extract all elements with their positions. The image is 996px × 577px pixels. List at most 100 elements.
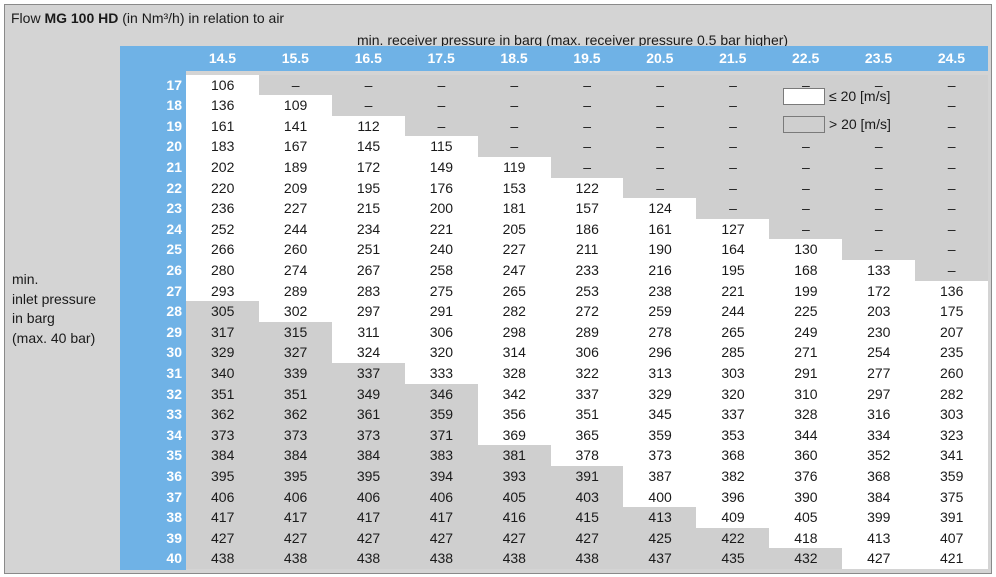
flow-cell: 393 <box>477 465 551 487</box>
flow-cell: 221 <box>404 218 479 240</box>
flow-cell: 141 <box>258 115 333 137</box>
flow-cell: 221 <box>696 280 770 302</box>
flow-cell: 313 <box>623 362 697 384</box>
flow-cell: 406 <box>404 486 479 508</box>
flow-cell: 297 <box>842 383 916 405</box>
flow-cell: 328 <box>477 362 551 384</box>
flow-cell: 122 <box>550 177 624 199</box>
flow-cell: – <box>769 156 843 178</box>
column-header-cell: 20.5 <box>646 50 674 66</box>
flow-cell: 373 <box>331 424 406 446</box>
flow-cell: 421 <box>915 548 989 570</box>
flow-cell: 427 <box>186 527 260 549</box>
flow-cell: 236 <box>186 198 260 220</box>
flow-cell: – <box>915 74 989 96</box>
flow-cell: – <box>404 95 479 117</box>
flow-cell: 285 <box>696 342 770 364</box>
flow-cell: 130 <box>769 239 843 261</box>
flow-cell: 244 <box>696 301 770 323</box>
flow-cell: 349 <box>331 383 406 405</box>
flow-cell: 415 <box>550 507 624 529</box>
flow-cell: 291 <box>404 301 479 323</box>
flow-cell: – <box>769 198 843 220</box>
row-header-cell: 32 <box>166 385 182 402</box>
flow-cell: 416 <box>477 507 551 529</box>
flow-cell: 390 <box>769 486 843 508</box>
row-header-cell: 20 <box>166 138 182 155</box>
flow-cell: 175 <box>915 301 989 323</box>
flow-cell: – <box>331 74 406 96</box>
flow-cell: – <box>842 198 916 220</box>
flow-cell: – <box>623 115 697 137</box>
flow-cell: – <box>915 95 989 117</box>
flow-cell: 289 <box>550 321 624 343</box>
flow-cell: 167 <box>258 136 333 158</box>
flow-cell: 244 <box>258 218 333 240</box>
flow-cell: 384 <box>186 445 260 467</box>
flow-cell: 112 <box>331 115 406 137</box>
flow-cell: 271 <box>769 342 843 364</box>
flow-cell: 400 <box>623 486 697 508</box>
flow-cell: – <box>623 95 697 117</box>
flow-cell: – <box>915 218 989 240</box>
flow-cell: – <box>550 95 624 117</box>
flow-cell: – <box>842 156 916 178</box>
legend-label: ≤ 20 [m/s] <box>829 88 891 104</box>
flow-cell: 395 <box>186 465 260 487</box>
legend-swatch <box>783 88 825 105</box>
flow-cell: – <box>769 136 843 158</box>
flow-cell: 368 <box>696 445 770 467</box>
flow-cell: 289 <box>258 280 333 302</box>
row-header-cell: 37 <box>166 488 182 505</box>
row-header-cell: 22 <box>166 179 182 196</box>
flow-cell: 427 <box>477 527 551 549</box>
flow-cell: – <box>915 239 989 261</box>
flow-cell: – <box>915 156 989 178</box>
flow-cell: 215 <box>331 198 406 220</box>
row-header-cell: 17 <box>166 76 182 93</box>
flow-cell: – <box>915 177 989 199</box>
row-header-line: inlet pressure <box>12 290 97 307</box>
flow-cell: 384 <box>258 445 333 467</box>
flow-cell: 346 <box>404 383 479 405</box>
flow-cell: 323 <box>915 424 989 446</box>
flow-cell: 314 <box>477 342 551 364</box>
flow-cell: 109 <box>258 95 333 117</box>
flow-cell: – <box>477 115 551 137</box>
flow-cell: 409 <box>696 507 770 529</box>
flow-cell: 337 <box>550 383 624 405</box>
flow-cell: 145 <box>331 136 406 158</box>
flow-cell: 305 <box>186 301 260 323</box>
flow-cell: 425 <box>623 527 697 549</box>
column-header-cell: 15.5 <box>281 50 309 66</box>
flow-cell: 277 <box>842 362 916 384</box>
flow-cell: 225 <box>769 301 843 323</box>
flow-cell: 265 <box>696 321 770 343</box>
flow-cell: 329 <box>623 383 697 405</box>
flow-cell: 251 <box>331 239 406 261</box>
flow-cell: – <box>915 198 989 220</box>
flow-cell: 311 <box>331 321 406 343</box>
flow-cell: 195 <box>331 177 406 199</box>
flow-cell: 344 <box>769 424 843 446</box>
flow-cell: 427 <box>258 527 333 549</box>
flow-cell: 369 <box>477 424 551 446</box>
flow-cell: 356 <box>477 404 551 426</box>
flow-cell <box>842 95 916 117</box>
row-header-cell: 29 <box>166 323 182 340</box>
flow-cell: 209 <box>258 177 333 199</box>
flow-cell: 161 <box>623 218 697 240</box>
flow-cell: 371 <box>404 424 479 446</box>
row-header-cell: 23 <box>166 200 182 217</box>
flow-cell: – <box>623 74 697 96</box>
flow-cell: 384 <box>842 486 916 508</box>
flow-cell: – <box>696 74 770 96</box>
flow-cell: 405 <box>477 486 551 508</box>
flow-cell: 267 <box>331 259 406 281</box>
flow-cell: 315 <box>258 321 333 343</box>
flow-cell: 427 <box>842 548 916 570</box>
flow-cell: – <box>696 95 770 117</box>
flow-cell: – <box>696 115 770 137</box>
column-header-cell: 19.5 <box>573 50 601 66</box>
row-header-cell: 31 <box>166 364 182 381</box>
